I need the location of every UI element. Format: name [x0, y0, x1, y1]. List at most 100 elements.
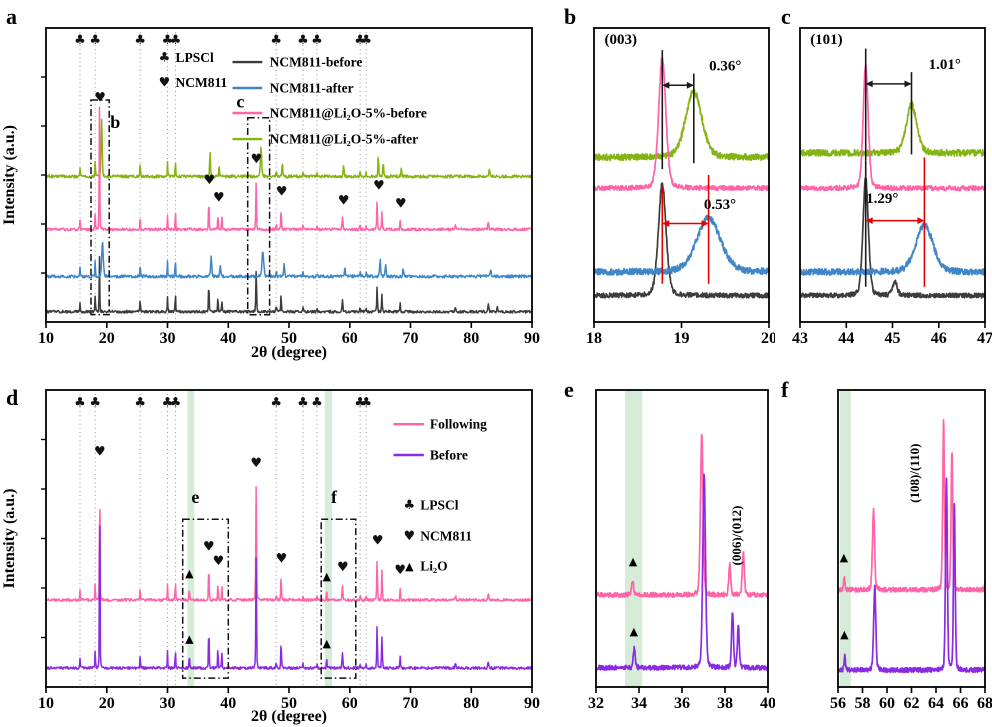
trace-NCM811@Li2O-5%-after — [594, 88, 769, 162]
shift-arrowhead-right — [904, 80, 912, 88]
x-tick-label: 70 — [403, 695, 419, 712]
trace-NCM811-before — [46, 255, 532, 314]
shift-arrowhead-left — [865, 217, 873, 224]
x-tick-label: 47 — [977, 330, 992, 347]
x-tick-label: 90 — [524, 695, 540, 712]
club-marker-lpscl: ♣ — [89, 395, 101, 410]
x-tick-label: 80 — [463, 330, 479, 347]
x-axis-label: 2θ (degree) — [251, 344, 327, 361]
legend-marker-label: LPSCl — [176, 50, 215, 65]
shift-arrowhead-right — [686, 81, 694, 89]
club-marker-lpscl: ♣ — [89, 33, 101, 48]
li2o-highlight-band — [187, 390, 195, 687]
legend-label: Before — [430, 448, 468, 463]
plot-frame — [593, 27, 770, 323]
panel-a-chart: 10 20 30 40 50 60 70 80 90♣ ♣ ♣ ♣♣ ♣ ♣ ♣ ♣♣♥♥♥♥♥♥♥♥bcNC… — [1, 4, 540, 361]
shift-arrowhead-left — [662, 81, 670, 89]
x-tick-label: 43 — [792, 330, 808, 347]
panel-letter-f: f — [781, 377, 789, 402]
trace-Following — [596, 433, 768, 599]
x-tick-label: 90 — [524, 330, 540, 347]
legend-marker-label: Li₂O — [420, 559, 447, 574]
panel-f-108-110-zoom: 56 58 60 62 64 66 68 ▲ ▲ (108)/(110) f — [775, 363, 992, 727]
triangle-marker-li2o: ▲ — [185, 632, 194, 645]
x-tick-label: 30 — [160, 330, 176, 347]
x-tick-label: 18 — [586, 330, 602, 347]
x-tick-label: 30 — [160, 695, 176, 712]
x-tick-label: 40 — [760, 695, 775, 712]
legend-marker-label: NCM811 — [176, 75, 228, 90]
heart-marker-ncm811: ♥ — [250, 456, 262, 471]
x-tick-label: 44 — [838, 330, 854, 347]
club-marker-lpscl: ♣ — [311, 395, 323, 410]
x-tick-label: 38 — [717, 695, 733, 712]
heart-marker-ncm811: ♥ — [276, 185, 288, 200]
trace-NCM811@Li2O-5%-after — [800, 100, 985, 157]
legend-heart-icon: ♥ — [403, 529, 415, 544]
peak-hkl-label-rotated: (006)/(012) — [729, 506, 744, 566]
panel-a-xrd-full: 10 20 30 40 50 60 70 80 90 ♣ ♣ ♣ ♣ ♣ ♣ ♣ ♣ ♣ ♣ ♥ ♥ ♥ ♥ ♥ ♥ ♥ ♥ b c NC… — [0, 0, 558, 363]
club-marker-lpscl: ♣ — [360, 33, 372, 48]
x-tick-label: 40 — [220, 695, 236, 712]
heart-marker-ncm811: ♥ — [213, 554, 225, 569]
heart-marker-ncm811: ♥ — [251, 152, 263, 167]
heart-marker-ncm811: ♥ — [338, 193, 350, 208]
inset-box-b — [90, 99, 110, 316]
inset-box-e — [181, 518, 230, 679]
inset-box-c — [246, 116, 271, 316]
x-tick-label: 60 — [342, 330, 358, 347]
trace-NCM811-after — [594, 214, 769, 276]
triangle-marker-li2o: ▲ — [840, 628, 849, 641]
panel-c-101-zoom: 43 44 45 46 47 1.01° 1.29° (101) c — [775, 0, 992, 363]
inset-box-label-c: c — [236, 91, 244, 111]
heart-marker-ncm811: ♥ — [94, 444, 106, 459]
club-marker-lpscl: ♣ — [270, 395, 282, 410]
shift-arrowhead-left — [865, 80, 873, 88]
legend-label: Following — [430, 417, 487, 432]
triangle-marker-li2o: ▲ — [840, 551, 849, 564]
panel-d-xrd-full: 10 20 30 40 50 60 70 80 90 ♣ ♣ ♣ ♣ ♣ ♣ ♣ ♣ ♣ ♣ ♥ ♥ ♥ ♥ ♥ ♥ ♥ ♥ ▲ ▲ ▲ ▲… — [0, 363, 558, 727]
legend-label: NCM811@Li₂O-5%-after — [270, 132, 419, 147]
shift-arrowhead-right — [701, 220, 709, 227]
legend-marker-label: LPSCl — [420, 497, 459, 512]
legend-label: NCM811-before — [270, 55, 363, 70]
peak-shift-value: 1.01° — [929, 57, 961, 73]
trace-NCM811-before — [594, 182, 769, 299]
heart-marker-ncm811: ♥ — [337, 560, 349, 575]
peak-hkl-label: (101) — [810, 32, 843, 48]
trace-NCM811-after — [46, 241, 532, 279]
panel-e-006-012-zoom: 32 34 36 38 40 ▲ ▲ (006)/(012) e — [558, 363, 775, 727]
heart-marker-ncm811: ♥ — [394, 563, 406, 578]
x-tick-label: 10 — [38, 695, 54, 712]
panel-f-chart: 56 58 60 62 64 66 68 ▲ ▲ (108)/(110) f — [781, 377, 992, 712]
panel-letter-a: a — [6, 4, 17, 29]
panel-e-chart: 32 34 36 38 40 ▲ ▲ (006)/(012) e — [564, 377, 775, 712]
peak-shift-value: 0.36° — [709, 59, 741, 75]
heart-marker-ncm811: ♥ — [213, 191, 225, 206]
x-tick-label: 36 — [674, 695, 690, 712]
panel-d-chart: 10 20 30 40 50 60 70 80 90♣ ♣ ♣ ♣♣ ♣ ♣ ♣ ♣♣♥♥♥♥♥♥♥♥▲▲▲▲… — [1, 385, 540, 725]
x-tick-label: 64 — [928, 695, 944, 712]
heart-marker-ncm811: ♥ — [276, 551, 288, 566]
heart-marker-ncm811: ♥ — [204, 173, 216, 188]
peak-hkl-label-rotated: (108)/(110) — [907, 444, 922, 503]
trace-NCM811-before — [800, 176, 985, 299]
panel-letter-d: d — [6, 385, 18, 410]
x-tick-label: 46 — [931, 330, 947, 347]
heart-marker-ncm811: ♥ — [372, 533, 384, 548]
legend-triangle-icon: ▲ — [405, 560, 414, 573]
trace-Following — [838, 419, 985, 593]
x-tick-label: 32 — [588, 695, 604, 712]
club-marker-lpscl: ♣ — [74, 33, 86, 48]
panel-letter-c: c — [781, 4, 791, 29]
shift-arrowhead-right — [917, 217, 925, 224]
club-marker-lpscl: ♣ — [297, 395, 309, 410]
li2o-highlight-band — [625, 390, 643, 687]
x-tick-label: 20 — [761, 330, 775, 347]
peak-shift-value: 0.53° — [704, 197, 736, 213]
inset-box-label-b: b — [110, 112, 120, 132]
x-tick-label: 40 — [220, 330, 236, 347]
x-tick-label: 60 — [879, 695, 895, 712]
club-marker-lpscl: ♣ — [297, 33, 309, 48]
legend-club-icon: ♣ — [159, 50, 171, 65]
